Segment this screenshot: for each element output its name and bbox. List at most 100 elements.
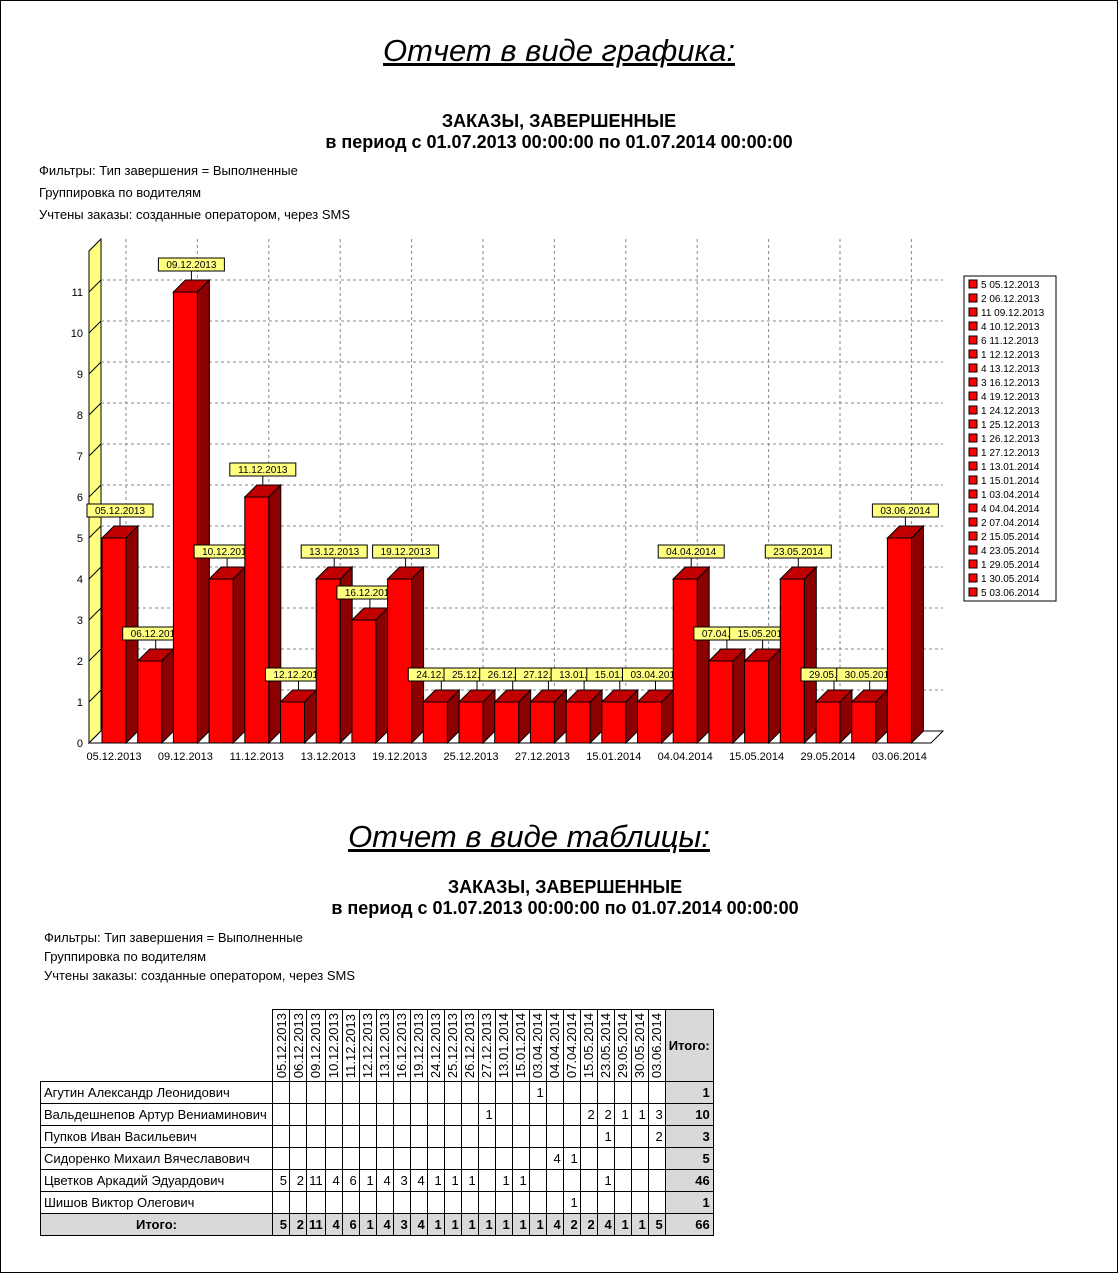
y-tick	[88, 320, 102, 334]
y-tick-label: 5	[77, 533, 83, 545]
cell	[375, 1147, 394, 1171]
cell	[409, 1191, 428, 1215]
cell	[341, 1125, 360, 1149]
cell	[545, 1169, 564, 1193]
bar	[815, 701, 841, 744]
y-tick-label: 9	[77, 369, 83, 381]
col-total: 1	[426, 1213, 445, 1237]
date-header: 05.12.2013	[272, 1008, 290, 1083]
bar	[779, 578, 805, 744]
cell	[324, 1081, 343, 1105]
cell	[324, 1147, 343, 1171]
cell: 1	[494, 1169, 513, 1193]
bar-side	[268, 483, 282, 745]
date-header: 23.05.2014	[596, 1008, 615, 1083]
cell	[460, 1103, 479, 1127]
cell: 4	[375, 1169, 394, 1193]
row-total: 1	[664, 1191, 714, 1215]
cell: 2	[579, 1103, 598, 1127]
col-total: 4	[545, 1213, 564, 1237]
x-tick-label: 27.12.2013	[515, 751, 570, 763]
bar-side	[696, 565, 710, 745]
legend-entry: 1 12.12.2013	[981, 350, 1040, 361]
cell: 1	[443, 1169, 462, 1193]
cell	[494, 1191, 513, 1215]
y-tick	[88, 525, 102, 539]
filters: Фильтры: Тип завершения = Выполненные	[44, 930, 303, 945]
bar	[637, 701, 662, 744]
table-row: Сидоренко Михаил Вячеславович 4 1 5	[40, 1147, 714, 1171]
y-tick	[88, 484, 102, 498]
cell: 1	[358, 1169, 377, 1193]
y-tick-label: 4	[77, 574, 83, 586]
data-label-box	[157, 257, 225, 272]
cell	[477, 1169, 496, 1193]
cell	[409, 1125, 428, 1149]
cell	[494, 1125, 513, 1149]
bar	[494, 701, 520, 744]
cell: 1	[460, 1169, 479, 1193]
y-tick-label: 7	[77, 451, 83, 463]
legend-swatch	[968, 335, 978, 345]
counted: Учтены заказы: созданные оператором, чер…	[44, 968, 355, 983]
y-tick-label: 0	[77, 738, 83, 750]
cell	[528, 1147, 547, 1171]
bar	[137, 660, 163, 744]
legend-swatch	[968, 363, 978, 373]
legend-swatch	[968, 475, 978, 485]
cell	[579, 1169, 598, 1193]
cell: 2	[596, 1103, 615, 1127]
bar-chart: 0 1 2 3 4 5 6 7 8 9 10 11 05.12.2013 05.12.2013 06.12.…	[71, 237, 1057, 763]
data-label: 11.12.2013	[238, 465, 288, 476]
cell	[630, 1081, 649, 1105]
data-label: 13.12.2013	[309, 547, 359, 558]
cell	[511, 1147, 530, 1171]
data-label: 03.06.2014	[880, 506, 930, 517]
table-row: Пупков Иван Васильевич 1 2 3	[40, 1125, 714, 1149]
x-tick-label: 11.12.2013	[230, 751, 284, 763]
legend-swatch	[968, 587, 978, 597]
title: ЗАКАЗЫ, ЗАВЕРШЕННЫЕ	[441, 111, 677, 131]
cell: 1	[562, 1191, 581, 1215]
data-label: 15.05.2014	[738, 629, 788, 640]
table-row: Шишов Виктор Олегович 1 1	[40, 1191, 714, 1215]
date-header: 27.12.2013	[477, 1008, 496, 1083]
x-tick-label: 05.12.2013	[86, 751, 141, 763]
cell: 1	[511, 1169, 530, 1193]
bar-side	[768, 647, 782, 745]
y-tick	[88, 689, 102, 703]
cell	[409, 1081, 428, 1105]
cell	[426, 1125, 445, 1149]
legend-entry: 5 05.12.2013	[981, 280, 1040, 291]
legend-swatch	[968, 489, 978, 499]
cell: 4	[324, 1169, 343, 1193]
y-tick	[88, 648, 102, 662]
cell	[426, 1191, 445, 1215]
date-header: 06.12.2013	[289, 1008, 307, 1083]
y-tick	[88, 566, 102, 580]
y-tick-label: 10	[71, 328, 83, 340]
cell	[630, 1191, 649, 1215]
cell	[613, 1169, 632, 1193]
legend-entry: 2 15.05.2014	[981, 532, 1040, 543]
y-tick-label: 2	[77, 656, 83, 668]
cell	[477, 1147, 496, 1171]
data-label: 19.12.2013	[381, 547, 431, 558]
driver-name: Пупков Иван Васильевич	[40, 1125, 273, 1149]
row-total: 5	[664, 1147, 714, 1171]
legend-entry: 6 11.12.2013	[981, 336, 1039, 347]
cell: 4	[409, 1169, 428, 1193]
bar	[101, 537, 127, 744]
cell	[358, 1081, 377, 1105]
cell	[630, 1147, 649, 1171]
date-header: 09.12.2013	[306, 1008, 326, 1083]
col-total: 6	[341, 1213, 360, 1237]
cell: 1	[613, 1103, 632, 1127]
cell	[392, 1103, 411, 1127]
data-label-box	[229, 462, 297, 477]
header-row: 05.12.2013 06.12.2013 09.12.2013 10.12.2013…	[41, 1008, 714, 1083]
y-tick-label: 1	[77, 697, 83, 709]
bar	[458, 701, 484, 744]
data-label: 13.01.2014	[559, 670, 609, 681]
cell	[358, 1147, 377, 1171]
